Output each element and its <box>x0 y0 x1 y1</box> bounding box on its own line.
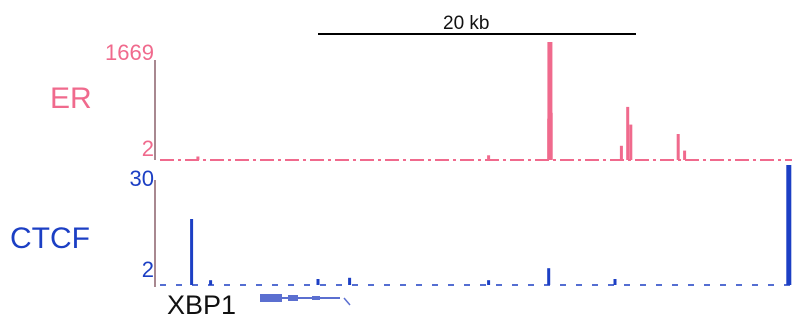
signal-peak <box>487 280 491 285</box>
signal-peak <box>676 134 680 160</box>
ctcf-axis-min-label: 2 <box>141 257 154 282</box>
signal-peak <box>629 124 633 160</box>
scale-label: 20 kb <box>443 13 490 34</box>
signal-peak <box>487 155 491 160</box>
er-axis-max-label: 1669 <box>105 40 154 65</box>
er-track-label: ER <box>50 82 92 115</box>
gene-model-xbp1 <box>260 294 351 306</box>
signal-peak <box>196 156 200 160</box>
er-axis-min-label: 2 <box>141 136 154 161</box>
signal-peak <box>547 268 551 285</box>
signal-peak <box>786 165 792 285</box>
signal-peak <box>316 279 320 285</box>
signal-peak <box>190 219 194 285</box>
signal-peak <box>547 42 553 160</box>
signal-peak <box>619 145 623 160</box>
ctcf-axis-max-label: 30 <box>129 166 154 191</box>
signal-peak <box>209 280 213 285</box>
ctcf-track-label: CTCF <box>10 222 90 255</box>
er-signal-track <box>160 42 792 161</box>
ctcf-signal-track <box>160 165 792 286</box>
gene-label: XBP1 <box>167 290 237 320</box>
signal-peak <box>613 279 617 285</box>
signal-peak <box>549 112 553 160</box>
signal-peak <box>626 106 630 160</box>
signal-peak <box>348 277 352 285</box>
signal-peak <box>683 150 687 160</box>
